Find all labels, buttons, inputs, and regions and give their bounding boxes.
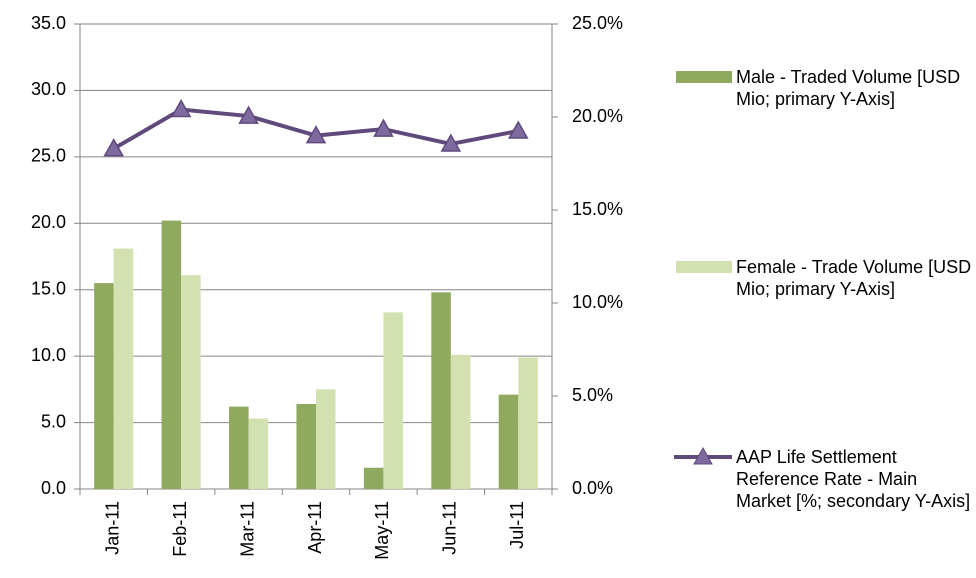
y-tick-label: 5.0	[41, 411, 66, 431]
line-marker	[170, 99, 192, 118]
y2-tick-label: 0.0%	[572, 478, 613, 498]
bar	[296, 403, 316, 489]
bar	[113, 248, 134, 489]
y2-tick-label: 10.0%	[572, 292, 623, 312]
y2-tick-label: 25.0%	[572, 13, 623, 33]
legend-swatch	[676, 261, 732, 273]
line-marker	[305, 125, 327, 144]
x-tick-label: Jul-11	[507, 501, 527, 549]
legend-label: Male - Traded Volume [USD Mio; primary Y…	[736, 67, 961, 109]
y-tick-label: 10.0	[31, 345, 66, 365]
y2-tick-label: 5.0%	[572, 385, 613, 405]
legend-swatch-marker	[693, 446, 713, 465]
line-marker	[508, 120, 529, 139]
x-tick-label: Feb-11	[170, 501, 190, 557]
bar	[248, 418, 269, 489]
y-tick-label: 20.0	[31, 212, 66, 232]
bar	[431, 292, 451, 489]
line-marker	[440, 133, 462, 152]
x-tick-label: Apr-11	[305, 501, 325, 554]
bar	[94, 283, 114, 489]
bar	[383, 312, 403, 489]
bar	[498, 394, 519, 489]
y2-tick-label: 20.0%	[572, 106, 623, 126]
bar	[316, 389, 336, 489]
bar	[181, 275, 201, 489]
y-tick-label: 30.0	[31, 79, 66, 99]
x-tick-label: Jan-11	[102, 501, 122, 555]
bar	[518, 357, 538, 489]
y-tick-label: 35.0	[31, 13, 66, 33]
y-tick-label: 25.0	[31, 146, 66, 166]
line-marker	[238, 105, 259, 124]
legend-swatch-box	[676, 71, 732, 83]
x-tick-label: May-11	[372, 501, 392, 560]
y-tick-label: 0.0	[41, 478, 66, 498]
bar	[363, 467, 384, 489]
y-tick-label: 15.0	[31, 278, 66, 298]
legend-label: Female - Trade Volume [USD Mio; primary …	[736, 257, 972, 299]
legend-swatch-box	[676, 261, 732, 273]
y2-tick-label: 15.0%	[572, 199, 623, 219]
x-tick-label: Mar-11	[237, 501, 257, 557]
line-marker	[103, 138, 124, 157]
legend-swatch	[676, 71, 732, 83]
x-tick-label: Jun-11	[440, 501, 460, 555]
legend-label: AAP Life Settlement Reference Rate - Mai…	[736, 447, 971, 511]
bar	[229, 406, 249, 489]
line-marker	[373, 118, 394, 137]
bar	[161, 220, 182, 489]
bar	[450, 354, 471, 489]
legend-swatch	[674, 446, 732, 465]
